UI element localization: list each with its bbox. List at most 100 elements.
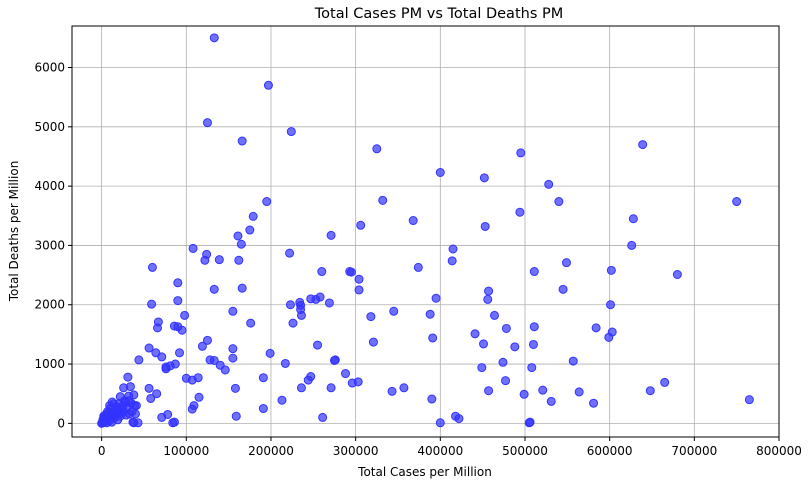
data-point — [477, 363, 487, 373]
data-point — [315, 292, 325, 302]
data-point — [317, 267, 327, 277]
data-point — [326, 383, 336, 393]
data-point — [627, 240, 637, 250]
data-point — [231, 411, 241, 421]
data-point — [478, 339, 488, 349]
y-axis: 0 1000 2000 3000 4000 5000 6000 — [34, 61, 72, 430]
data-points — [97, 33, 754, 428]
data-point — [265, 348, 275, 358]
data-point — [246, 318, 256, 328]
data-point — [202, 118, 212, 128]
data-point — [589, 398, 599, 408]
data-point — [519, 389, 529, 399]
data-point — [431, 293, 441, 303]
data-point — [258, 404, 268, 414]
x-tick-label: 800000 — [756, 444, 802, 458]
data-point — [591, 323, 601, 333]
data-point — [228, 306, 238, 316]
y-tick-label: 3000 — [34, 238, 65, 252]
y-tick-label: 4000 — [34, 179, 65, 193]
data-point — [554, 197, 564, 207]
data-point — [147, 299, 157, 309]
data-point — [427, 394, 437, 404]
data-point — [645, 386, 655, 396]
data-point — [237, 283, 247, 293]
x-tick-label: 200000 — [248, 444, 294, 458]
data-point — [389, 306, 399, 316]
data-point — [127, 406, 137, 416]
data-point — [197, 341, 207, 351]
data-point — [228, 353, 238, 363]
data-point — [528, 339, 538, 349]
data-point — [177, 325, 187, 335]
data-point — [263, 80, 273, 90]
data-point — [153, 323, 163, 333]
data-point — [428, 333, 438, 343]
data-point — [123, 372, 133, 382]
data-point — [214, 255, 224, 265]
chart-title: Total Cases PM vs Total Deaths PM — [314, 6, 563, 22]
data-point — [209, 355, 219, 365]
data-point — [129, 390, 139, 400]
y-tick-label: 1000 — [34, 357, 65, 371]
data-point — [516, 148, 526, 158]
data-point — [248, 211, 258, 221]
data-point — [296, 310, 306, 320]
data-point — [454, 414, 464, 424]
data-point — [480, 221, 490, 231]
data-point — [378, 195, 388, 205]
data-point — [604, 332, 614, 342]
data-point — [180, 310, 190, 320]
data-point — [104, 409, 114, 419]
data-point — [399, 383, 409, 393]
data-point — [144, 343, 154, 353]
data-point — [258, 373, 268, 383]
data-point — [188, 243, 198, 253]
data-point — [387, 386, 397, 396]
data-point — [112, 405, 122, 415]
data-point — [628, 214, 638, 224]
data-point — [144, 383, 154, 393]
data-point — [606, 300, 616, 310]
data-point — [169, 417, 179, 427]
data-point — [230, 383, 240, 393]
data-point — [286, 127, 296, 137]
data-point — [529, 267, 539, 277]
data-point — [490, 310, 500, 320]
x-tick-label: 700000 — [671, 444, 717, 458]
data-point — [147, 262, 157, 272]
x-tick-label: 300000 — [333, 444, 379, 458]
data-point — [134, 355, 144, 365]
data-point — [170, 359, 180, 369]
data-point — [193, 373, 203, 383]
x-tick-label: 100000 — [163, 444, 209, 458]
data-point — [435, 167, 445, 177]
data-point — [372, 144, 382, 154]
data-point — [131, 401, 141, 411]
data-point — [220, 365, 230, 375]
data-point — [354, 274, 364, 284]
data-point — [546, 396, 556, 406]
x-tick-label: 400000 — [417, 444, 463, 458]
data-point — [425, 309, 435, 319]
data-point — [107, 397, 117, 407]
data-point — [163, 409, 173, 419]
data-point — [296, 383, 306, 393]
data-point — [326, 230, 336, 240]
data-point — [194, 392, 204, 402]
data-point — [525, 417, 535, 427]
data-point — [288, 318, 298, 328]
y-tick-label: 0 — [57, 416, 65, 430]
data-point — [285, 248, 295, 258]
grid — [72, 26, 780, 437]
data-point — [303, 375, 313, 385]
data-point — [368, 337, 378, 347]
data-point — [744, 395, 754, 405]
data-point — [98, 417, 108, 427]
data-point — [672, 269, 682, 279]
data-point — [157, 352, 167, 362]
data-point — [483, 294, 493, 304]
data-point — [515, 207, 525, 217]
x-axis-label: Total Cases per Million — [357, 465, 492, 479]
data-point — [435, 418, 445, 428]
